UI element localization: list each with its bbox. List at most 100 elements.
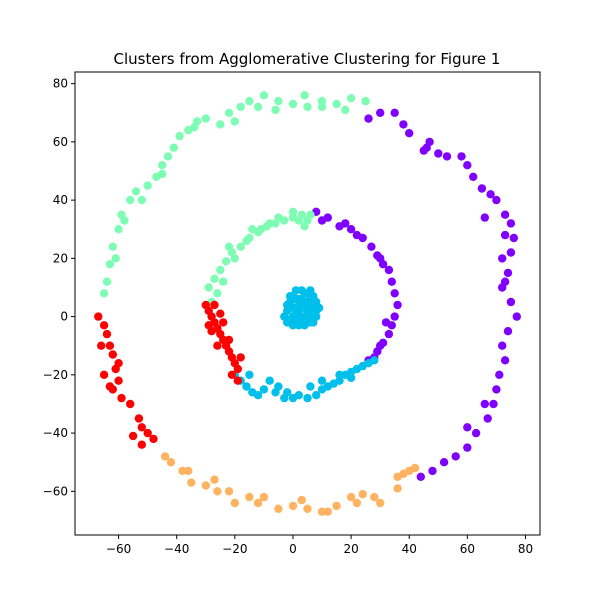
data-point bbox=[483, 414, 492, 423]
x-tick-label: 0 bbox=[289, 542, 297, 556]
data-point bbox=[314, 303, 324, 313]
data-point bbox=[102, 277, 112, 286]
data-point bbox=[271, 105, 280, 115]
data-point bbox=[169, 143, 178, 152]
data-point bbox=[143, 181, 152, 190]
data-point bbox=[346, 373, 356, 382]
data-point bbox=[393, 484, 402, 493]
data-point bbox=[361, 96, 370, 106]
data-point bbox=[317, 376, 327, 385]
data-point bbox=[105, 341, 115, 350]
data-point bbox=[370, 492, 379, 502]
data-point bbox=[230, 254, 239, 263]
data-point bbox=[253, 498, 263, 508]
plot-frame bbox=[74, 71, 541, 536]
data-point bbox=[190, 123, 199, 132]
data-point bbox=[117, 393, 126, 403]
data-point bbox=[274, 504, 283, 513]
x-tick-label: −20 bbox=[222, 542, 247, 556]
data-point bbox=[498, 341, 507, 350]
data-point bbox=[213, 341, 222, 350]
data-point bbox=[376, 108, 385, 118]
data-point bbox=[390, 312, 399, 321]
data-point bbox=[99, 370, 109, 379]
data-point bbox=[376, 341, 385, 350]
data-point bbox=[477, 184, 487, 193]
data-point bbox=[245, 370, 254, 379]
data-point bbox=[245, 96, 254, 106]
data-point bbox=[285, 292, 295, 301]
data-point bbox=[175, 131, 184, 141]
data-point bbox=[184, 466, 193, 476]
data-point bbox=[399, 120, 408, 129]
data-point bbox=[248, 225, 257, 234]
data-point bbox=[346, 492, 356, 502]
data-point bbox=[352, 230, 362, 240]
data-point bbox=[405, 129, 414, 138]
data-point bbox=[410, 463, 420, 473]
data-point bbox=[335, 376, 344, 385]
data-point bbox=[126, 399, 135, 409]
data-point bbox=[178, 466, 187, 476]
x-tick-label: −40 bbox=[164, 542, 189, 556]
data-point bbox=[259, 492, 269, 502]
data-point bbox=[451, 452, 460, 461]
data-point bbox=[256, 225, 266, 234]
data-point bbox=[210, 475, 219, 484]
data-point bbox=[294, 216, 303, 225]
data-point bbox=[495, 370, 504, 379]
data-point bbox=[422, 143, 431, 152]
data-point bbox=[207, 327, 216, 336]
data-point bbox=[99, 289, 109, 298]
data-point bbox=[137, 440, 146, 449]
data-point bbox=[294, 315, 303, 324]
data-point bbox=[294, 391, 303, 400]
data-point bbox=[346, 94, 356, 103]
data-point bbox=[492, 195, 501, 205]
data-point bbox=[506, 248, 516, 257]
data-point bbox=[120, 216, 129, 225]
data-point bbox=[288, 321, 298, 330]
data-point bbox=[288, 207, 298, 216]
data-point bbox=[216, 309, 225, 318]
x-tick-label: 40 bbox=[402, 542, 417, 556]
data-point bbox=[341, 105, 350, 115]
x-tick-label: 80 bbox=[518, 542, 533, 556]
data-point bbox=[137, 423, 146, 432]
data-point bbox=[219, 277, 228, 286]
data-point bbox=[253, 102, 263, 112]
data-point bbox=[303, 393, 312, 403]
data-point bbox=[294, 321, 303, 330]
data-point bbox=[126, 195, 135, 205]
y-tick-label: −40 bbox=[43, 426, 68, 440]
data-point bbox=[230, 498, 239, 508]
data-point bbox=[99, 321, 109, 330]
data-point bbox=[306, 286, 315, 295]
data-point bbox=[163, 152, 173, 161]
data-point bbox=[111, 254, 120, 263]
data-point bbox=[358, 490, 367, 499]
data-point bbox=[219, 318, 228, 327]
data-point bbox=[288, 501, 298, 511]
data-point bbox=[384, 329, 394, 339]
data-point bbox=[306, 382, 315, 391]
data-point bbox=[291, 286, 301, 295]
data-point bbox=[213, 289, 222, 298]
data-point bbox=[201, 481, 210, 490]
data-point bbox=[384, 265, 394, 275]
data-point bbox=[227, 370, 237, 379]
data-point bbox=[204, 283, 213, 292]
data-point bbox=[271, 388, 280, 397]
data-point bbox=[274, 96, 283, 106]
data-point bbox=[367, 242, 376, 251]
y-tick-label: 80 bbox=[53, 77, 68, 91]
data-point bbox=[242, 382, 251, 391]
data-point bbox=[364, 114, 373, 123]
data-point bbox=[469, 172, 478, 181]
data-point bbox=[500, 356, 510, 365]
x-tick-label: −60 bbox=[106, 542, 131, 556]
data-point bbox=[105, 260, 115, 269]
data-point bbox=[506, 297, 516, 307]
data-point bbox=[300, 300, 309, 310]
